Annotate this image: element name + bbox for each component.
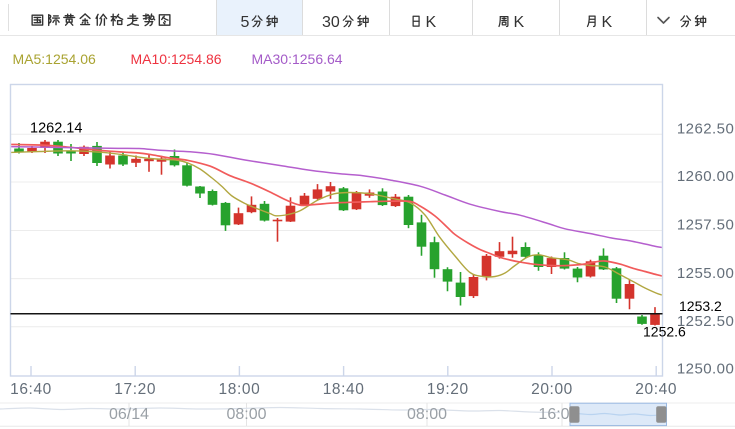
svg-text:1255.00: 1255.00: [677, 265, 734, 282]
svg-text:20:00: 20:00: [531, 381, 573, 398]
svg-text:K: K: [602, 14, 613, 31]
svg-text:K: K: [514, 14, 525, 31]
svg-text:1262.50: 1262.50: [677, 121, 734, 138]
svg-text:1257.50: 1257.50: [677, 217, 734, 234]
svg-text:1250.00: 1250.00: [677, 360, 734, 377]
svg-text:K: K: [426, 14, 437, 31]
svg-text:MA10:1254.86: MA10:1254.86: [131, 51, 222, 67]
svg-text:19:20: 19:20: [427, 381, 469, 398]
svg-text:MA30:1256.64: MA30:1256.64: [252, 51, 343, 67]
svg-text:16:0: 16:0: [538, 406, 569, 423]
svg-text:1252.6: 1252.6: [643, 324, 686, 340]
svg-text:1260.00: 1260.00: [677, 168, 734, 185]
svg-text:18:40: 18:40: [323, 381, 365, 398]
svg-text:17:20: 17:20: [114, 381, 156, 398]
svg-text:1253.2: 1253.2: [679, 298, 722, 314]
svg-text:06/14: 06/14: [109, 406, 149, 423]
svg-text:08:00: 08:00: [407, 406, 447, 423]
svg-text:MA5:1254.06: MA5:1254.06: [13, 51, 96, 67]
svg-text:30: 30: [322, 14, 340, 31]
svg-text:16:40: 16:40: [10, 381, 52, 398]
svg-text:18:00: 18:00: [219, 381, 261, 398]
svg-text:5: 5: [241, 14, 250, 31]
svg-text:08:00: 08:00: [226, 406, 266, 423]
svg-text:1252.50: 1252.50: [677, 313, 734, 330]
svg-text:20:40: 20:40: [635, 381, 677, 398]
svg-text:1262.14: 1262.14: [30, 121, 82, 137]
